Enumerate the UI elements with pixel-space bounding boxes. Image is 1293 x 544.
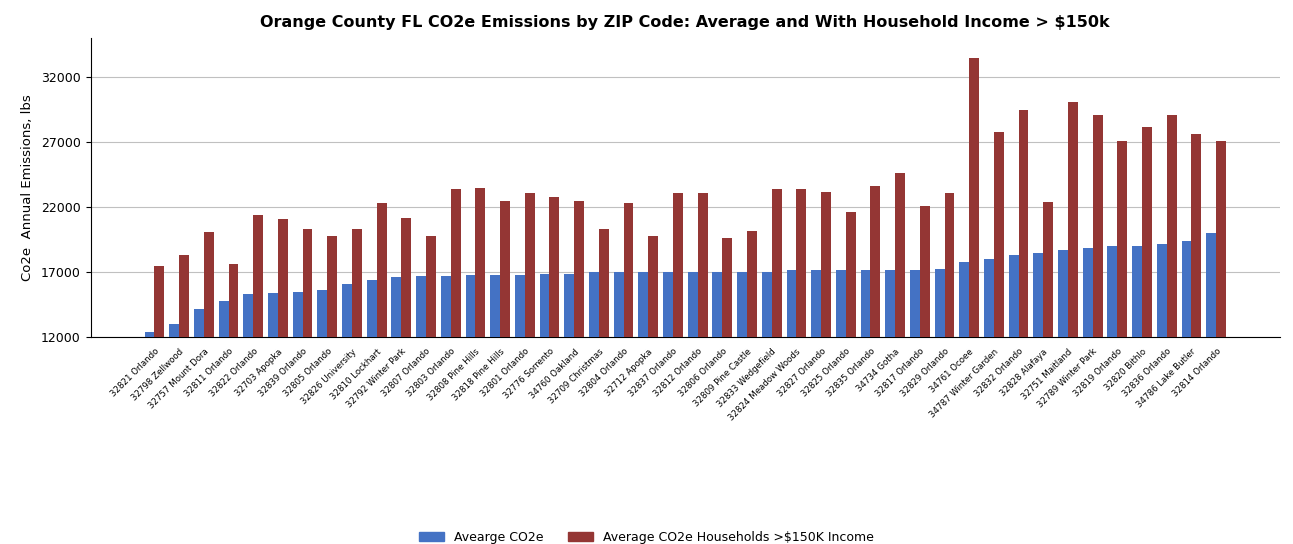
Bar: [376, 203, 387, 493]
Bar: [723, 238, 732, 493]
Bar: [194, 308, 204, 493]
Bar: [574, 201, 584, 493]
Bar: [1108, 246, 1117, 493]
Bar: [145, 332, 154, 493]
Bar: [984, 259, 994, 493]
Bar: [786, 270, 796, 493]
Bar: [451, 189, 460, 493]
Bar: [253, 215, 262, 493]
Bar: [1009, 255, 1019, 493]
Bar: [525, 193, 535, 493]
Bar: [772, 189, 781, 493]
Bar: [327, 236, 337, 493]
Bar: [895, 174, 905, 493]
Bar: [688, 271, 698, 493]
Bar: [219, 301, 229, 493]
Bar: [243, 294, 253, 493]
Bar: [623, 203, 634, 493]
Bar: [1206, 233, 1217, 493]
Bar: [1142, 127, 1152, 493]
Bar: [1182, 241, 1191, 493]
Bar: [539, 274, 550, 493]
Bar: [796, 189, 807, 493]
Bar: [886, 270, 895, 493]
Bar: [870, 187, 881, 493]
Bar: [747, 231, 756, 493]
Bar: [229, 264, 238, 493]
Bar: [564, 274, 574, 493]
Bar: [154, 265, 164, 493]
Bar: [835, 270, 846, 493]
Bar: [476, 188, 485, 493]
Bar: [935, 269, 944, 493]
Bar: [1019, 110, 1028, 493]
Bar: [712, 271, 723, 493]
Bar: [204, 232, 213, 493]
Bar: [427, 236, 436, 493]
Bar: [1166, 115, 1177, 493]
Bar: [762, 271, 772, 493]
Bar: [317, 290, 327, 493]
Bar: [811, 270, 821, 493]
Bar: [268, 293, 278, 493]
Bar: [663, 272, 672, 493]
Bar: [970, 58, 979, 493]
Bar: [416, 276, 427, 493]
Bar: [500, 201, 509, 493]
Bar: [278, 219, 288, 493]
Bar: [1058, 250, 1068, 493]
Bar: [180, 255, 189, 493]
Bar: [1082, 248, 1093, 493]
Bar: [550, 197, 560, 493]
Bar: [910, 270, 919, 493]
Bar: [169, 324, 180, 493]
Bar: [441, 276, 451, 493]
Bar: [1117, 141, 1127, 493]
Y-axis label: Co2e  Annual Emissions, lbs: Co2e Annual Emissions, lbs: [21, 94, 34, 281]
Bar: [614, 272, 623, 493]
Bar: [737, 272, 747, 493]
Bar: [303, 230, 313, 493]
Bar: [944, 193, 954, 493]
Bar: [861, 270, 870, 493]
Legend: Avearge CO2e, Average CO2e Households >$150K Income: Avearge CO2e, Average CO2e Households >$…: [414, 526, 879, 544]
Bar: [672, 193, 683, 493]
Bar: [1043, 202, 1054, 493]
Bar: [352, 230, 362, 493]
Bar: [401, 218, 411, 493]
Bar: [919, 206, 930, 493]
Bar: [698, 193, 707, 493]
Bar: [343, 284, 352, 493]
Bar: [846, 212, 856, 493]
Bar: [392, 277, 401, 493]
Bar: [1217, 141, 1226, 493]
Bar: [1191, 134, 1201, 493]
Bar: [465, 275, 476, 493]
Bar: [1133, 246, 1142, 493]
Bar: [292, 292, 303, 493]
Title: Orange County FL CO2e Emissions by ZIP Code: Average and With Household Income >: Orange County FL CO2e Emissions by ZIP C…: [260, 15, 1111, 30]
Bar: [599, 230, 609, 493]
Bar: [1068, 102, 1078, 493]
Bar: [490, 275, 500, 493]
Bar: [994, 132, 1003, 493]
Bar: [1033, 253, 1043, 493]
Bar: [648, 236, 658, 493]
Bar: [821, 191, 831, 493]
Bar: [1157, 244, 1166, 493]
Bar: [515, 275, 525, 493]
Bar: [639, 272, 648, 493]
Bar: [367, 280, 376, 493]
Bar: [590, 272, 599, 493]
Bar: [959, 262, 970, 493]
Bar: [1093, 115, 1103, 493]
